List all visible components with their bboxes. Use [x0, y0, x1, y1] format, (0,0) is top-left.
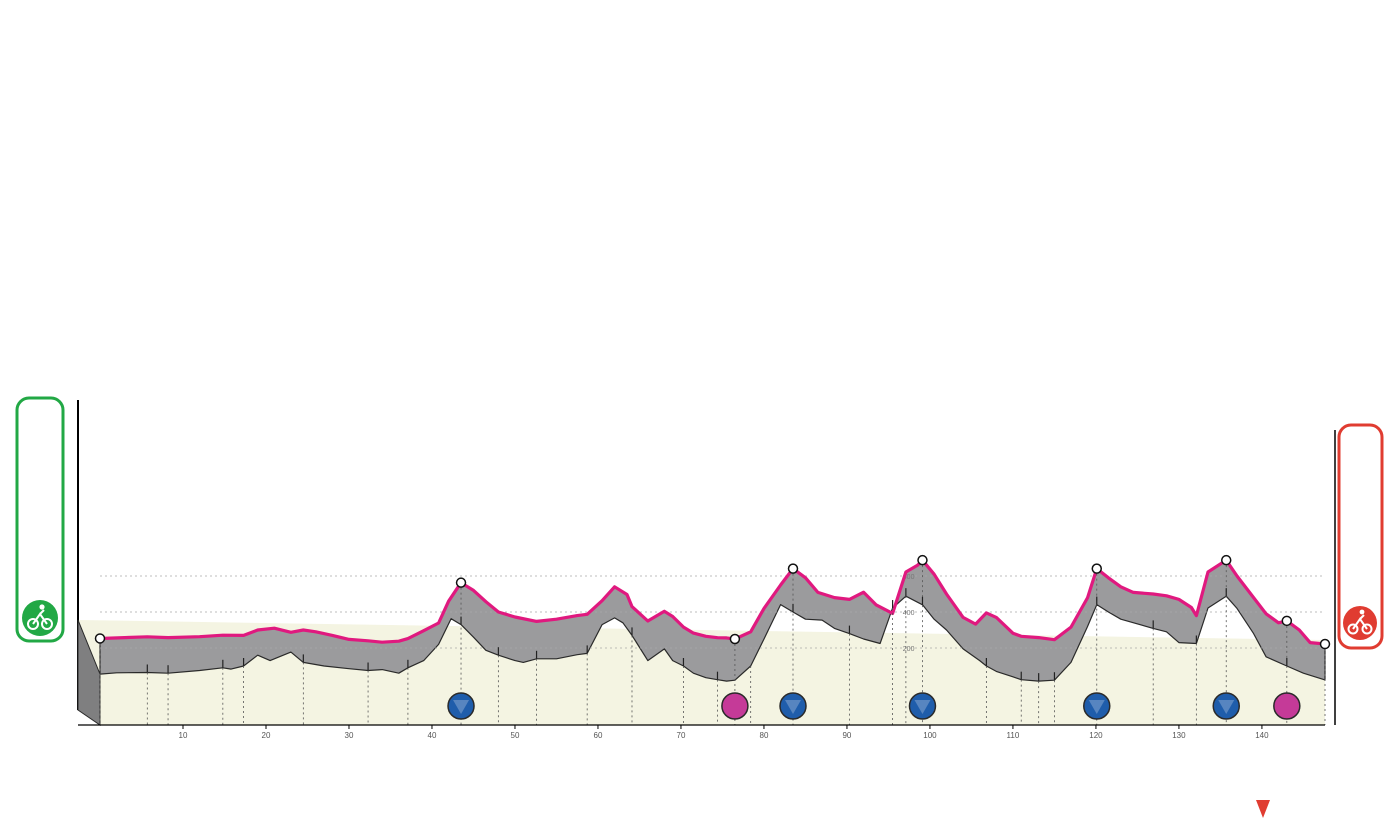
climb-triangle-icon — [914, 700, 931, 714]
waypoint-dot — [1281, 615, 1293, 627]
x-axis-tick-label: 80 — [760, 731, 769, 740]
altitude-tick-label: 600 — [903, 574, 915, 581]
route-line — [98, 558, 1327, 646]
x-axis-tick-label: 120 — [1089, 731, 1103, 740]
climb-category-badge — [1212, 692, 1240, 720]
x-axis-tick-label: 110 — [1007, 731, 1020, 740]
altitude-tick-label: 200 — [903, 646, 915, 653]
x-axis-tick-label: 90 — [842, 731, 851, 740]
x-axis-tick-label: 60 — [594, 731, 603, 740]
flamme-rouge-logo-icon — [1256, 800, 1270, 818]
climb-triangle-icon — [1088, 700, 1105, 714]
finish-cyclist-icon — [1343, 606, 1377, 640]
x-axis-tick-label: 20 — [262, 731, 271, 740]
waypoint-dot — [917, 554, 928, 566]
waypoint-dot — [1220, 554, 1232, 566]
waypoint-dot — [1319, 638, 1331, 650]
sprint-badge — [721, 692, 749, 720]
finish-icon-wheel — [1347, 623, 1359, 635]
cyclist-icon — [22, 600, 58, 636]
waypoint-dot — [787, 563, 799, 574]
climb-category-badge — [779, 692, 807, 720]
waypoint-dot — [455, 577, 467, 588]
waypoint-dot — [1091, 563, 1103, 574]
climb-category-badge — [908, 692, 937, 720]
x-axis-tick-label: 130 — [1172, 731, 1186, 740]
x-axis-tick-label: 10 — [179, 731, 188, 740]
x-axis-tick-label: 30 — [345, 731, 354, 740]
climb-triangle-icon — [785, 700, 802, 714]
x-axis-tick-label: 100 — [923, 731, 937, 740]
x-axis-tick-label: 50 — [511, 731, 520, 740]
finish-icon-wheel — [1361, 623, 1373, 635]
cyclist-icon-wheel — [27, 618, 39, 630]
climb-triangle-icon — [1218, 700, 1235, 714]
altitude-tick-label: 400 — [903, 610, 915, 617]
climb-triangle-icon — [453, 700, 470, 714]
x-axis-tick-label: 70 — [677, 731, 686, 740]
climb-category-badge — [1083, 692, 1111, 720]
finish-panel — [1337, 423, 1384, 650]
sprint-badge — [1273, 692, 1301, 720]
cyclist-icon-wheel — [41, 618, 53, 630]
x-axis-tick-label: 40 — [428, 731, 437, 740]
waypoint-dot — [94, 633, 106, 644]
cyclist-icon-frame — [32, 609, 48, 625]
x-axis-tick-label: 140 — [1255, 731, 1269, 740]
start-panel — [15, 396, 65, 643]
waypoint-dot — [729, 633, 741, 645]
climb-category-badge — [447, 692, 475, 720]
finish-icon-head — [1359, 609, 1365, 615]
finish-icon-frame — [1352, 614, 1368, 630]
cyclist-icon-head — [39, 604, 45, 610]
